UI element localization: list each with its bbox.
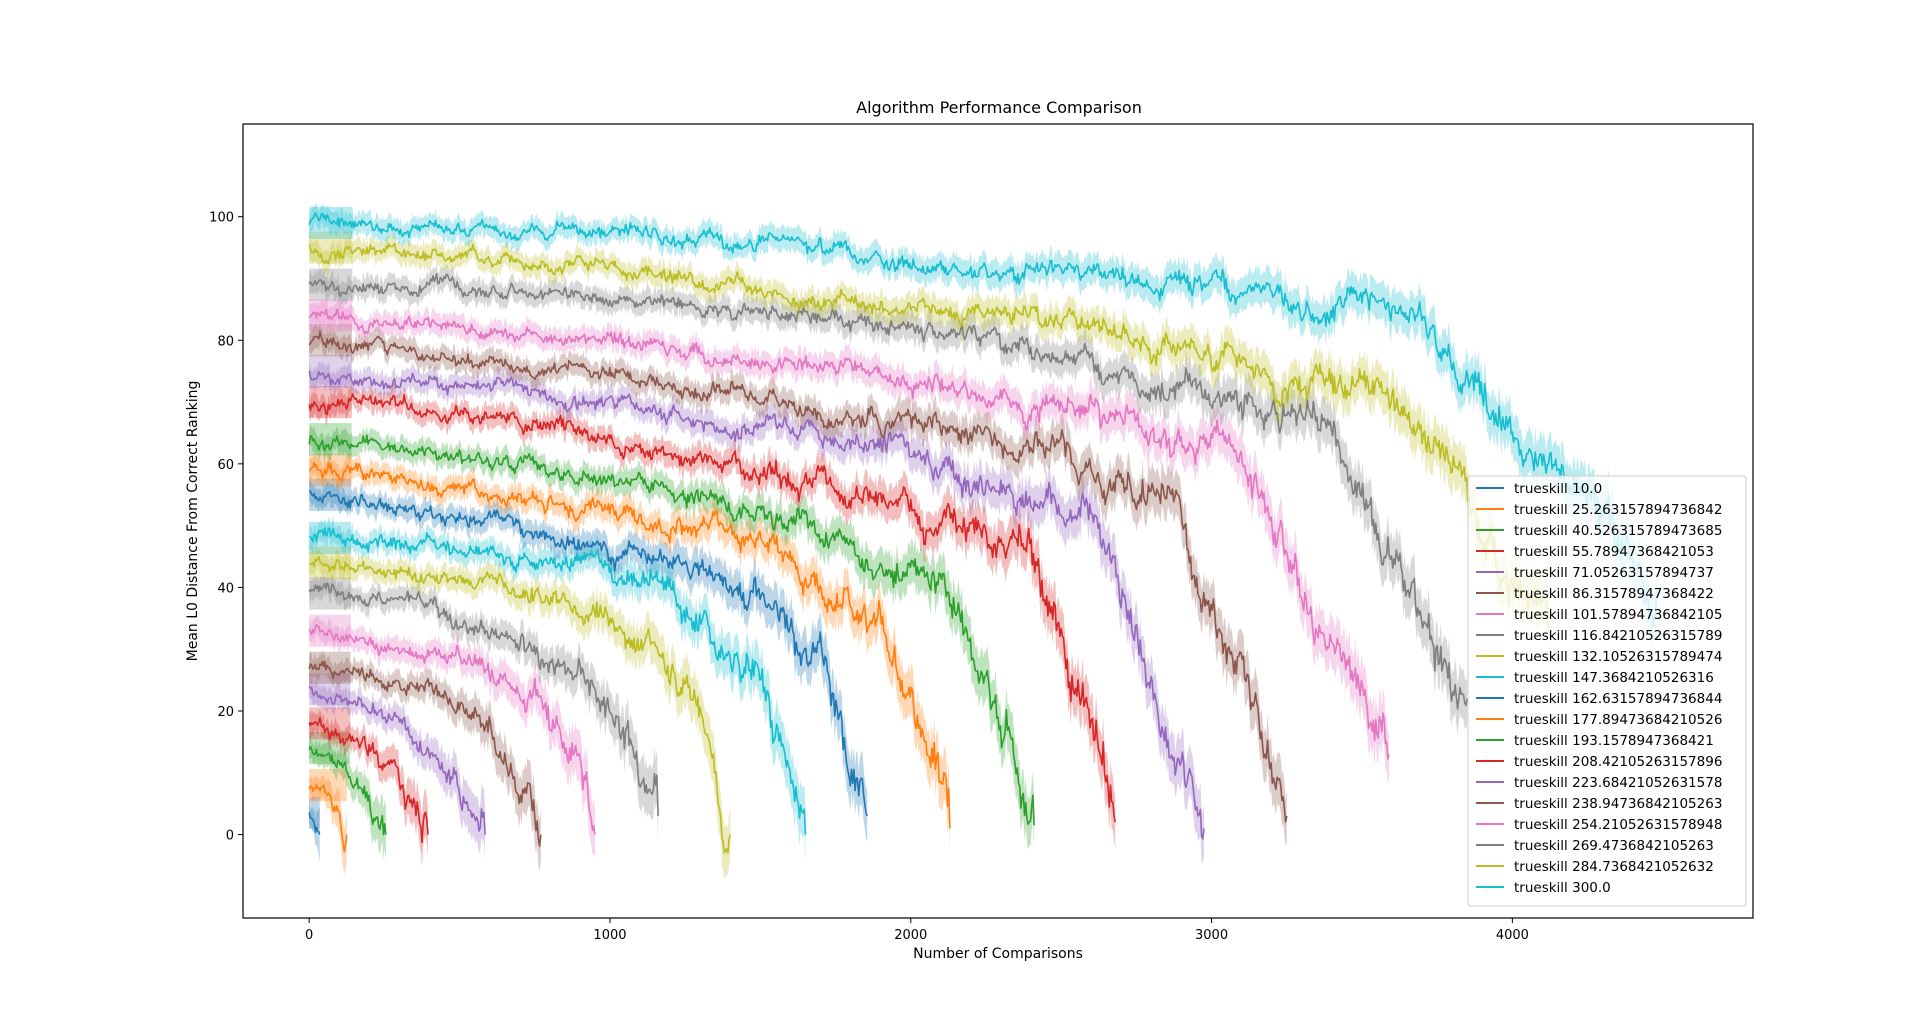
series-line — [308, 812, 321, 835]
x-axis-label: Number of Comparisons — [913, 946, 1083, 962]
legend-label: trueskill 177.89473684210526 — [1514, 712, 1722, 728]
series-line — [308, 717, 429, 844]
series-band — [309, 230, 1549, 657]
legend-label: trueskill 300.0 — [1514, 880, 1611, 896]
series-band — [309, 358, 1204, 864]
x-tick-label: 0 — [305, 928, 313, 943]
series-band — [309, 320, 1287, 846]
legend-label: trueskill 101.57894736842105 — [1514, 607, 1722, 623]
legend-label: trueskill 162.63157894736844 — [1514, 691, 1722, 707]
legend-label: trueskill 132.10526315789474 — [1514, 649, 1722, 665]
legend-label: trueskill 238.94736842105263 — [1514, 796, 1722, 812]
series-band — [309, 800, 320, 862]
series-band — [309, 298, 1390, 784]
series-start-band — [309, 386, 352, 419]
series-line — [308, 489, 868, 817]
y-tick-label: 20 — [217, 705, 234, 720]
y-tick-label: 40 — [217, 581, 234, 596]
series-start-band — [309, 423, 352, 456]
confidence-bands — [309, 202, 1657, 880]
x-axis-ticks: 0 1000 2000 3000 4000 — [305, 918, 1529, 943]
x-tick-label: 2000 — [894, 928, 927, 943]
plot-frame — [242, 123, 1754, 919]
series-band — [309, 734, 386, 863]
series-band — [309, 479, 868, 843]
legend-label: trueskill 116.84210526315789 — [1514, 628, 1722, 644]
legend-label: trueskill 208.42105263157896 — [1514, 754, 1722, 770]
series-band — [309, 202, 1657, 651]
series-line — [308, 783, 348, 853]
legend-label: trueskill 40.526315789473685 — [1514, 523, 1722, 539]
legend-label: trueskill 86.31578947368422 — [1514, 586, 1714, 602]
series-line — [308, 660, 542, 848]
y-tick-label: 60 — [217, 458, 234, 473]
series-line — [308, 242, 1550, 631]
series-start-band — [309, 546, 351, 579]
series-line — [308, 624, 596, 835]
legend: trueskill 10.0 trueskill 25.2631578947368… — [1467, 475, 1747, 907]
series-line — [308, 556, 732, 854]
series-start-band — [309, 577, 351, 610]
series-line — [308, 527, 807, 835]
series-band — [309, 616, 595, 860]
y-tick-label: 0 — [226, 829, 234, 844]
series-start-band — [309, 796, 320, 829]
series-band — [309, 674, 486, 861]
series-line — [308, 330, 1288, 823]
legend-label: trueskill 269.4736842105263 — [1514, 838, 1714, 854]
series-line — [308, 273, 1468, 710]
legend-box — [1467, 475, 1747, 907]
x-tick-label: 3000 — [1195, 928, 1228, 943]
chart-title: Algorithm Performance Comparison — [856, 98, 1142, 117]
series-band — [309, 649, 541, 873]
series-line — [308, 685, 486, 835]
series-lines — [308, 212, 1658, 854]
legend-label: trueskill 147.3684210526316 — [1514, 670, 1714, 686]
x-tick-label: 4000 — [1496, 928, 1529, 943]
legend-label: trueskill 254.21052631578948 — [1514, 817, 1722, 833]
series-line — [308, 212, 1658, 628]
series-line — [308, 434, 1035, 826]
y-axis-label: Mean L0 Distance From Correct Ranking — [185, 381, 201, 662]
series-line — [309, 461, 951, 829]
legend-label: trueskill 10.0 — [1514, 481, 1602, 497]
series-line — [308, 745, 387, 836]
series-start-band — [309, 454, 352, 487]
series-band — [309, 425, 1035, 851]
series-line — [308, 582, 659, 817]
series-band — [309, 516, 806, 863]
y-axis-ticks: 0 20 40 60 80 100 — [209, 211, 243, 844]
legend-label: trueskill 193.1578947368421 — [1514, 733, 1714, 749]
y-tick-label: 100 — [209, 211, 234, 226]
series-band — [309, 774, 347, 875]
series-line — [308, 393, 1117, 823]
x-tick-label: 1000 — [593, 928, 626, 943]
legend-label: trueskill 223.68421052631578 — [1514, 775, 1722, 791]
series-band — [309, 383, 1116, 848]
legend-label: trueskill 284.7368421052632 — [1514, 859, 1714, 875]
series-line — [308, 308, 1390, 760]
legend-label: trueskill 55.78947368421053 — [1514, 544, 1714, 560]
series-line — [308, 370, 1205, 840]
legend-label: trueskill 25.263157894736842 — [1514, 502, 1722, 518]
series-start-band — [309, 707, 351, 740]
legend-label: trueskill 71.05263157894737 — [1514, 565, 1714, 581]
series-band — [309, 548, 731, 880]
y-tick-label: 80 — [217, 334, 234, 349]
